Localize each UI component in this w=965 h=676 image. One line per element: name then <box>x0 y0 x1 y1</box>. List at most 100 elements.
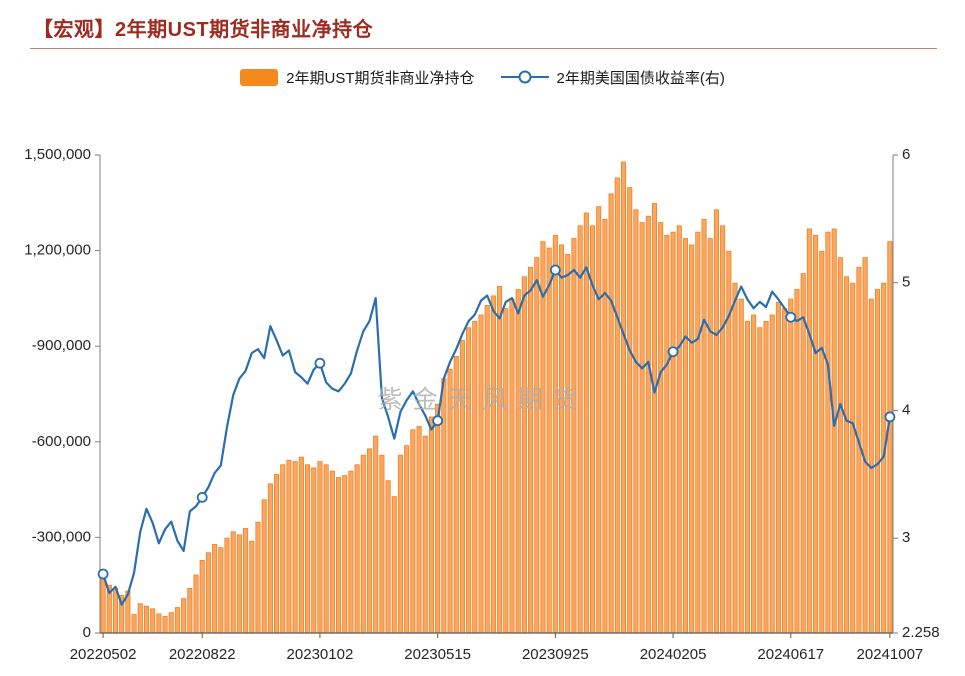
position-bar <box>286 459 292 634</box>
legend-item-line-series: 2年期美国国债收益率(右) <box>500 67 725 88</box>
position-bar <box>441 378 447 634</box>
position-bar <box>571 238 577 634</box>
bar-series-swatch-icon <box>240 68 279 86</box>
position-bar <box>887 241 893 634</box>
position-bar <box>769 314 775 634</box>
position-bar <box>342 475 348 634</box>
position-bar <box>249 540 255 634</box>
position-bar <box>354 464 360 634</box>
yield-marker-icon <box>785 311 797 323</box>
right-axis-tick-label: 3 <box>902 529 910 546</box>
position-bar <box>348 470 354 634</box>
position-bar <box>528 266 534 634</box>
position-bar <box>205 552 211 634</box>
position-bar <box>515 289 521 634</box>
position-bar <box>670 231 676 634</box>
position-bar <box>267 483 273 634</box>
position-bar <box>410 429 416 634</box>
yield-marker-icon <box>196 491 208 503</box>
position-bar <box>707 238 713 634</box>
right-axis-tick-label: 4 <box>902 401 910 418</box>
position-bar <box>224 537 230 634</box>
yield-marker-icon <box>549 264 561 276</box>
position-bar <box>559 244 565 634</box>
line-swatch-marker-icon <box>518 70 531 84</box>
yield-marker-icon <box>432 415 444 427</box>
position-bar <box>478 314 484 634</box>
position-bar <box>521 276 527 634</box>
right-axis-tick-label: 5 <box>902 274 910 291</box>
position-bar <box>701 218 707 634</box>
position-bar <box>695 231 701 634</box>
bars-layer <box>100 161 893 634</box>
x-axis-tick-label: 20240205 <box>640 646 707 663</box>
position-bar <box>676 225 682 634</box>
x-axis-tick-label: 20220822 <box>169 646 236 663</box>
position-bar <box>379 454 385 634</box>
x-axis-tick-label: 20240617 <box>757 646 824 663</box>
position-bar <box>614 177 620 634</box>
left-axis-tick-label: -900,000 <box>32 337 91 354</box>
line-series-label: 2年期美国国债收益率(右) <box>556 69 725 87</box>
position-bar <box>397 454 404 634</box>
position-bar <box>373 435 379 634</box>
position-bar <box>459 340 465 634</box>
position-bar <box>174 607 180 634</box>
position-bar <box>788 298 794 634</box>
position-bar <box>837 257 843 634</box>
position-bar <box>490 295 496 634</box>
position-bar <box>280 464 286 634</box>
line-series-swatch-icon <box>500 68 549 86</box>
position-bar <box>317 461 323 634</box>
yield-marker-icon <box>884 411 896 423</box>
position-bar <box>664 234 670 634</box>
page-title: 【宏观】2年期UST期货非商业净持仓 <box>33 19 374 41</box>
yield-marker-icon <box>314 357 326 369</box>
chart-area: 0 -300,000 -600,000 -900,000 1,200,000 1,500,… <box>0 100 965 671</box>
title-underline <box>30 48 937 49</box>
position-bar <box>800 273 806 634</box>
x-axis-tick-label: 20230102 <box>287 646 354 663</box>
position-bar <box>385 480 391 634</box>
position-bar <box>583 212 589 634</box>
position-bar <box>726 250 732 634</box>
position-bar <box>602 218 608 634</box>
left-axis-tick-label: 1,200,000 <box>24 242 91 259</box>
position-bar <box>639 222 645 634</box>
bar-series-label: 2年期UST期货非商业净持仓 <box>286 69 475 87</box>
position-bar <box>323 464 329 634</box>
position-bar <box>620 161 627 634</box>
left-axis-tick-label: -600,000 <box>32 433 91 450</box>
yield-marker-icon <box>97 568 109 580</box>
position-bar <box>100 578 106 634</box>
position-bar <box>366 448 373 634</box>
position-bar <box>447 368 453 634</box>
position-bar <box>645 215 651 634</box>
position-bar <box>651 203 658 634</box>
position-bar <box>608 193 614 634</box>
position-bar <box>187 588 193 634</box>
position-bar <box>689 244 695 634</box>
position-bar <box>274 473 280 634</box>
legend-item-bar-series: 2年期UST期货非商业净持仓 <box>240 67 475 88</box>
position-bar <box>311 467 317 634</box>
position-bar <box>243 528 249 634</box>
position-bar <box>540 241 546 634</box>
position-bar <box>682 238 689 634</box>
position-bar <box>404 445 410 634</box>
position-bar <box>255 521 261 634</box>
left-axis-tick-label: 0 <box>83 624 91 641</box>
position-bar <box>236 534 242 634</box>
position-bar <box>546 247 552 634</box>
position-bar <box>422 435 428 634</box>
yield-line-layer <box>97 264 896 606</box>
position-bar <box>199 559 205 634</box>
x-axis-tick-label: 20241007 <box>857 646 924 663</box>
position-bar <box>831 228 837 634</box>
position-bar <box>782 308 788 634</box>
position-bar <box>763 320 769 634</box>
position-bar <box>509 298 515 634</box>
left-axis-tick-label: 1,500,000 <box>24 146 91 163</box>
position-bar <box>775 301 781 634</box>
right-axis-tick-label: 2.258 <box>902 624 940 641</box>
